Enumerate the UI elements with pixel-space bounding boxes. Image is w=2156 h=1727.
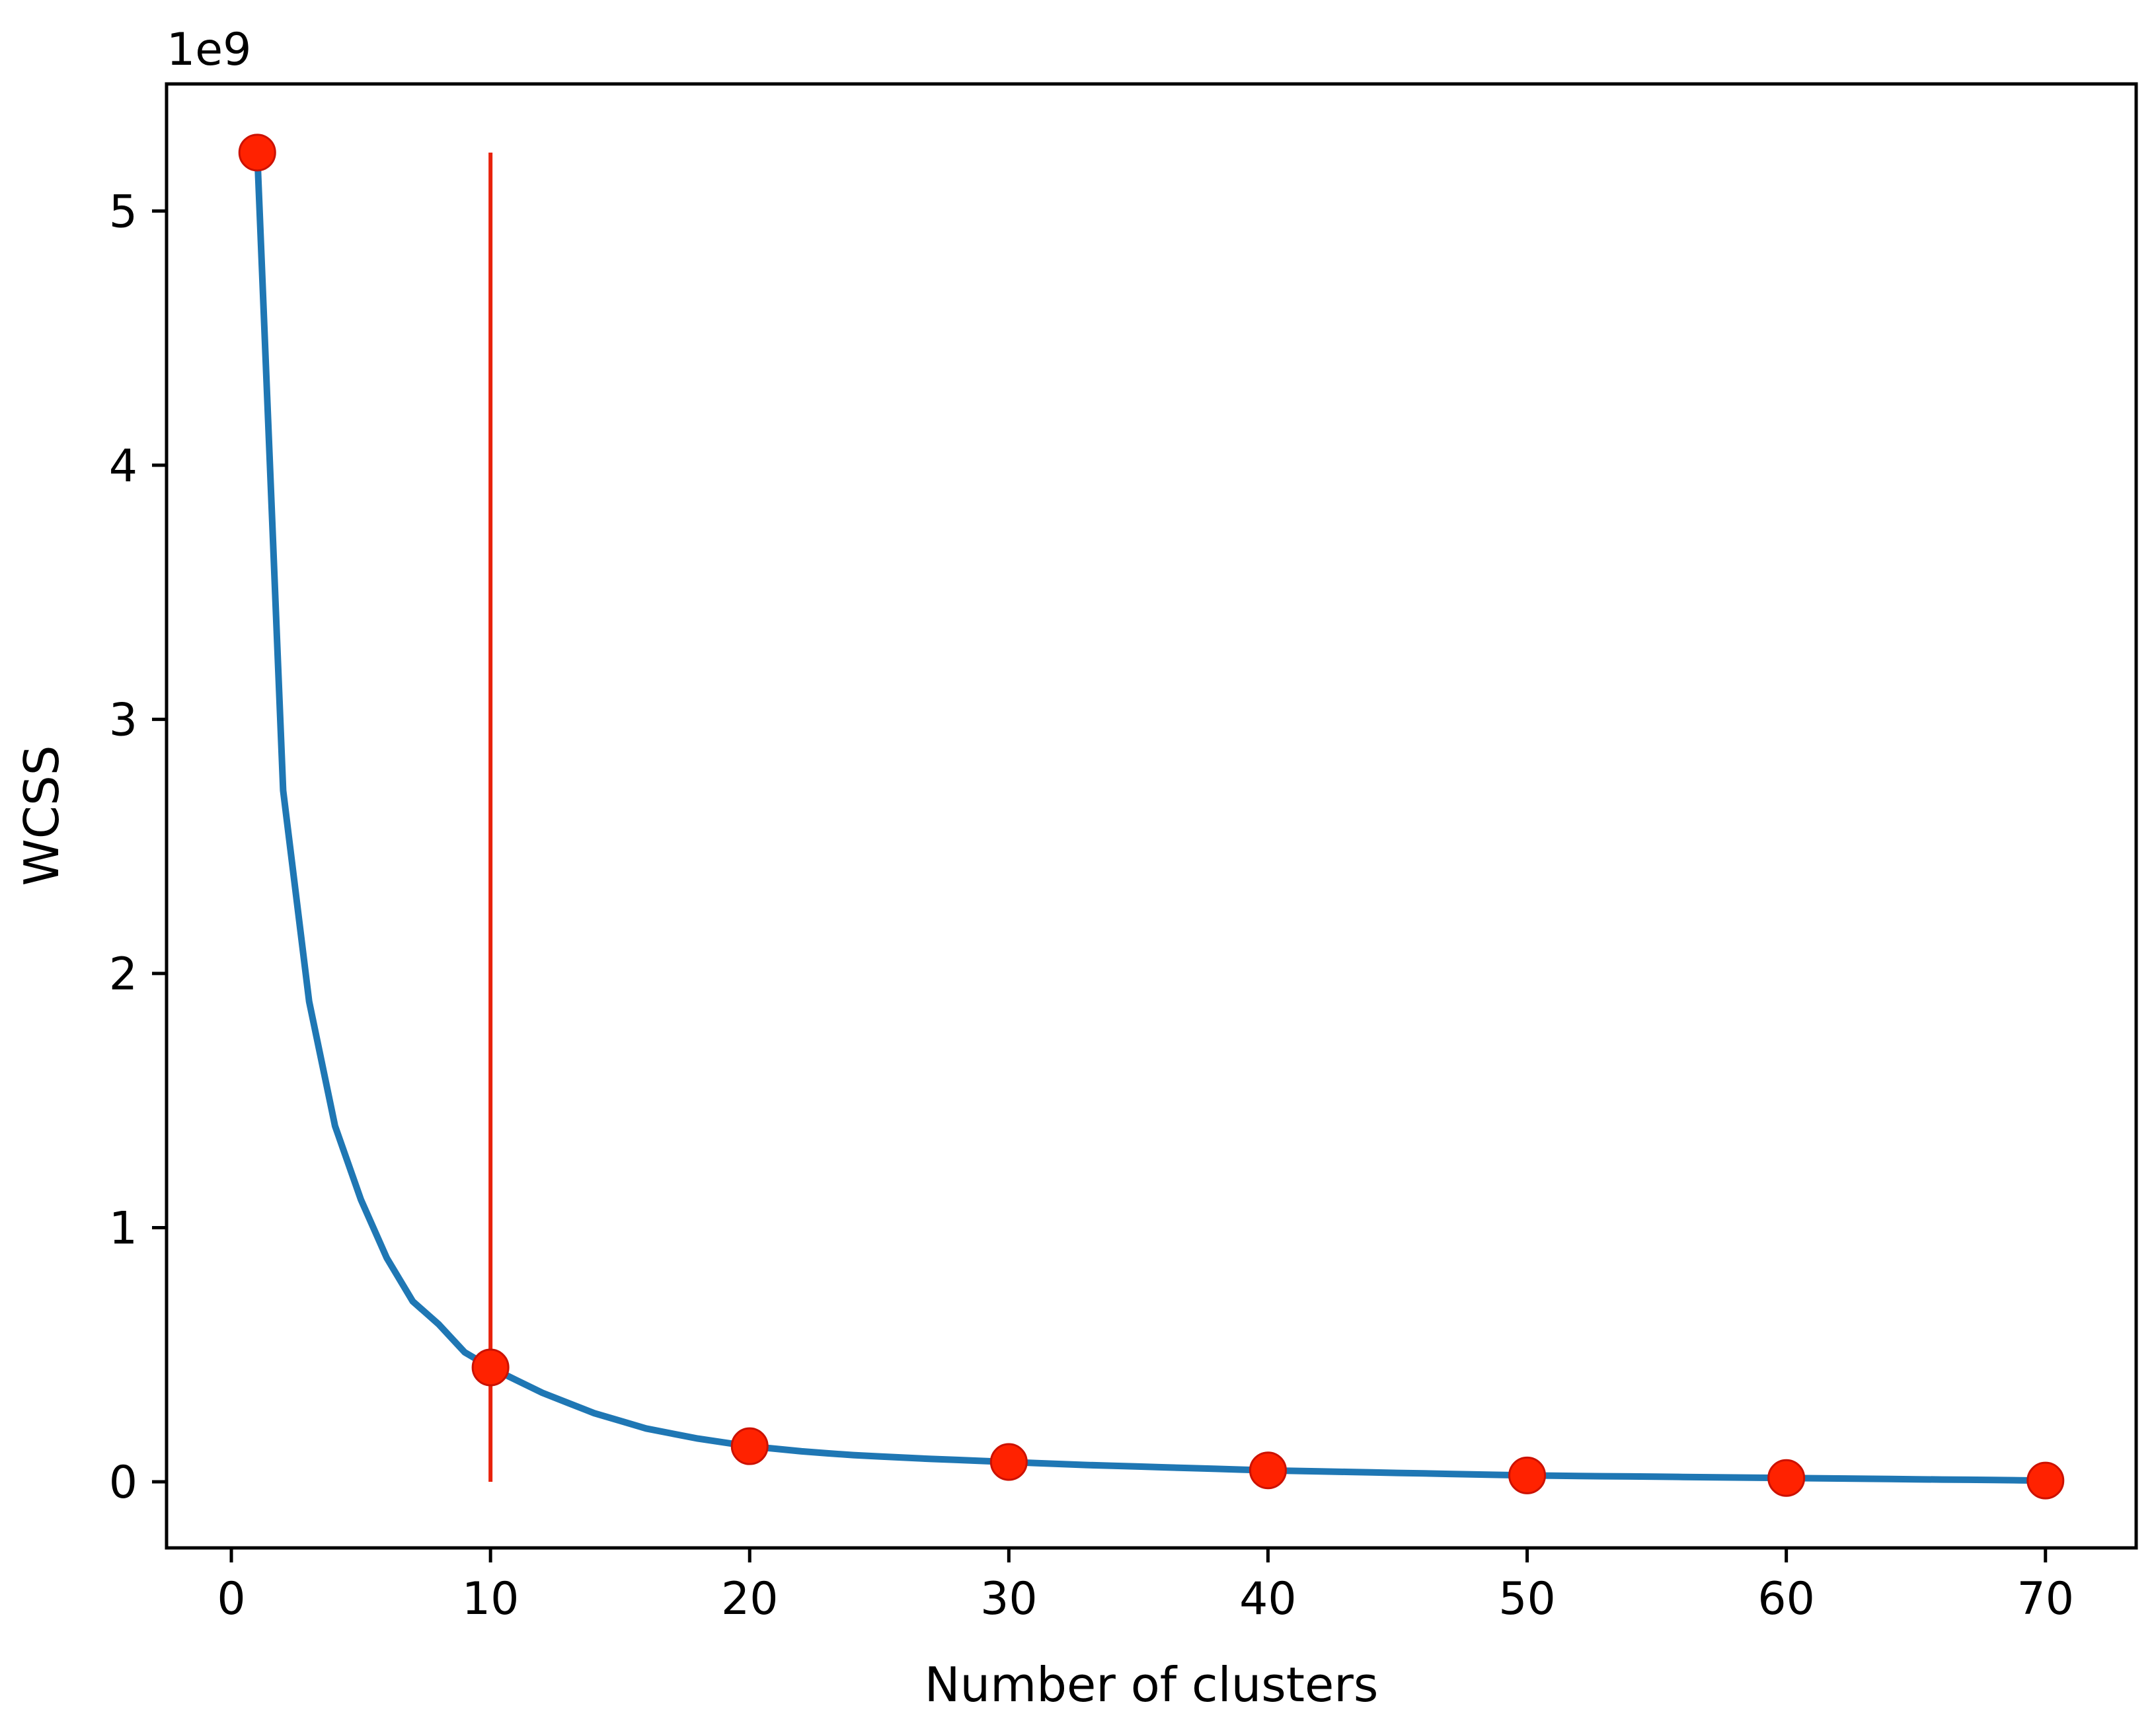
data-point-marker <box>2026 1461 2065 1500</box>
y-axis-ticks: 0 1 2 3 4 5 <box>109 186 167 1509</box>
x-tick-label: 50 <box>1498 1573 1556 1625</box>
y-tick-label: 2 <box>109 948 137 1001</box>
x-tick-label: 0 <box>217 1573 245 1625</box>
y-tick-label: 0 <box>109 1457 137 1509</box>
y-tick-label: 5 <box>109 186 137 238</box>
wcss-line <box>254 149 2049 1484</box>
x-tick-label: 70 <box>2017 1573 2074 1625</box>
x-tick-label: 40 <box>1239 1573 1297 1625</box>
x-tick-label: 20 <box>721 1573 779 1625</box>
x-tick-label: 10 <box>462 1573 520 1625</box>
y-tick-label: 4 <box>109 440 137 492</box>
plot-area <box>165 82 2138 1550</box>
data-point-marker <box>1767 1459 1806 1497</box>
x-tick-label: 30 <box>980 1573 1038 1625</box>
data-point-marker <box>1508 1456 1547 1494</box>
data-point-marker <box>989 1443 1028 1481</box>
data-point-marker <box>730 1427 769 1465</box>
y-offset-label: 1e9 <box>167 24 251 76</box>
y-tick-label: 1 <box>109 1202 137 1254</box>
x-axis-label: Number of clusters <box>925 1657 1379 1712</box>
y-axis-label: WCSS <box>14 746 69 886</box>
marker-layer <box>238 134 2065 1500</box>
x-axis-ticks: 0 10 20 30 40 50 60 70 <box>217 1548 2074 1625</box>
data-point-marker <box>1249 1451 1287 1490</box>
data-point-marker <box>471 1348 510 1387</box>
y-tick-label: 3 <box>109 694 137 746</box>
x-tick-label: 60 <box>1757 1573 1815 1625</box>
data-point-marker <box>238 134 276 172</box>
series-layer <box>254 149 2049 1484</box>
